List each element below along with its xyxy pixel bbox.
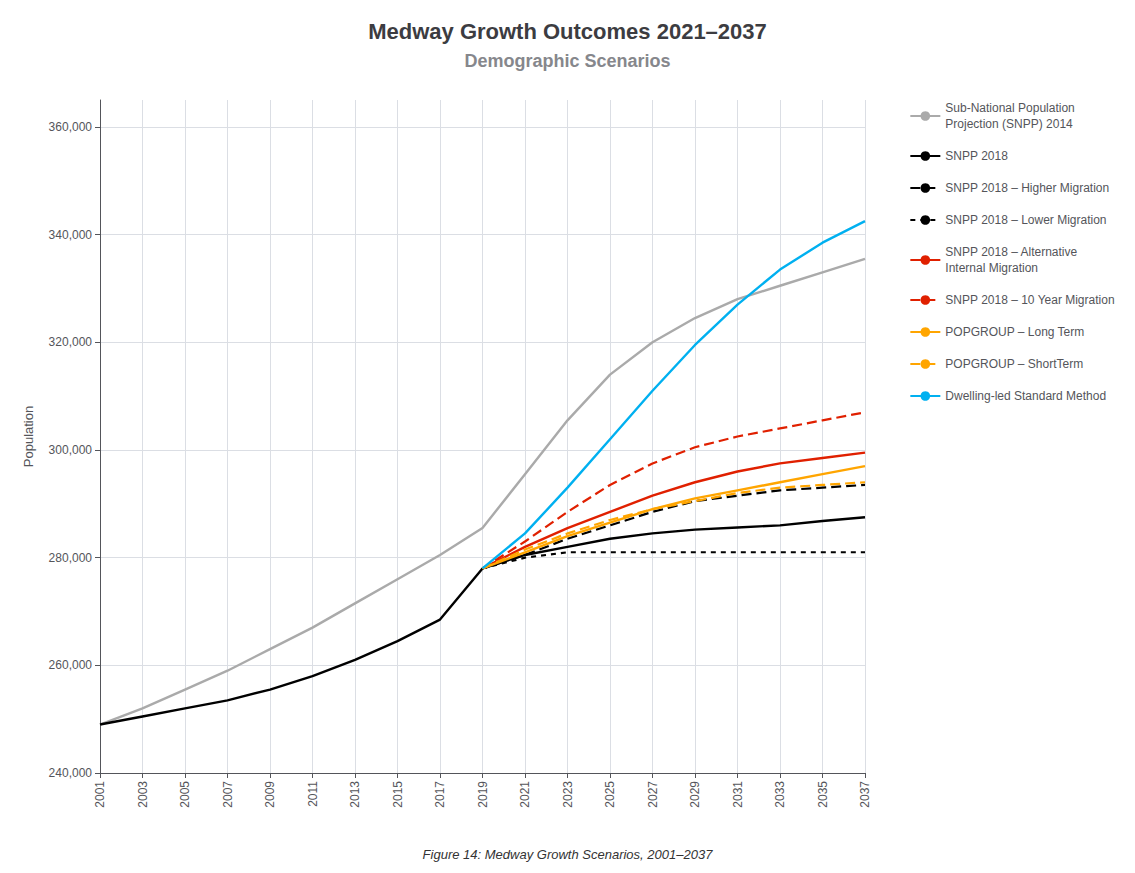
svg-text:SNPP 2018 – 10 Year Migration: SNPP 2018 – 10 Year Migration <box>945 293 1114 307</box>
svg-text:Projection (SNPP) 2014: Projection (SNPP) 2014 <box>945 117 1073 131</box>
svg-text:SNPP 2018: SNPP 2018 <box>945 149 1008 163</box>
svg-text:2019: 2019 <box>476 781 490 808</box>
svg-text:2025: 2025 <box>603 781 617 808</box>
svg-text:2007: 2007 <box>221 781 235 808</box>
svg-text:320,000: 320,000 <box>49 335 93 349</box>
svg-text:SNPP 2018 – Higher Migration: SNPP 2018 – Higher Migration <box>945 181 1109 195</box>
svg-text:2035: 2035 <box>816 781 830 808</box>
svg-text:POPGROUP – Long Term: POPGROUP – Long Term <box>945 325 1084 339</box>
svg-text:POPGROUP – ShortTerm: POPGROUP – ShortTerm <box>945 357 1083 371</box>
svg-text:Medway Growth Outcomes 2021–20: Medway Growth Outcomes 2021–2037 <box>368 19 767 44</box>
svg-text:Dwelling-led Standard Method: Dwelling-led Standard Method <box>945 389 1106 403</box>
svg-text:340,000: 340,000 <box>49 228 93 242</box>
svg-text:2005: 2005 <box>178 781 192 808</box>
svg-text:2029: 2029 <box>688 781 702 808</box>
svg-text:2033: 2033 <box>773 781 787 808</box>
svg-text:2037: 2037 <box>858 781 872 808</box>
svg-text:2027: 2027 <box>646 781 660 808</box>
svg-text:2013: 2013 <box>348 781 362 808</box>
svg-text:2023: 2023 <box>561 781 575 808</box>
svg-text:Demographic Scenarios: Demographic Scenarios <box>464 51 670 71</box>
svg-text:Figure 14: Medway Growth Scena: Figure 14: Medway Growth Scenarios, 2001… <box>423 847 714 862</box>
svg-text:Sub-National Population: Sub-National Population <box>945 101 1074 115</box>
svg-text:SNPP 2018 – Lower Migration: SNPP 2018 – Lower Migration <box>945 213 1106 227</box>
svg-text:360,000: 360,000 <box>49 120 93 134</box>
svg-text:2021: 2021 <box>518 781 532 808</box>
svg-text:260,000: 260,000 <box>49 658 93 672</box>
svg-text:SNPP 2018 – Alternative: SNPP 2018 – Alternative <box>945 245 1077 259</box>
svg-text:240,000: 240,000 <box>49 766 93 780</box>
svg-text:Population: Population <box>21 406 36 467</box>
svg-text:2009: 2009 <box>263 781 277 808</box>
svg-text:300,000: 300,000 <box>49 443 93 457</box>
svg-text:2017: 2017 <box>433 781 447 808</box>
svg-text:Internal Migration: Internal Migration <box>945 261 1038 275</box>
svg-text:280,000: 280,000 <box>49 551 93 565</box>
svg-text:2031: 2031 <box>731 781 745 808</box>
svg-text:2003: 2003 <box>136 781 150 808</box>
svg-text:2011: 2011 <box>306 781 320 807</box>
svg-text:2015: 2015 <box>391 781 405 808</box>
svg-text:2001: 2001 <box>93 781 107 808</box>
